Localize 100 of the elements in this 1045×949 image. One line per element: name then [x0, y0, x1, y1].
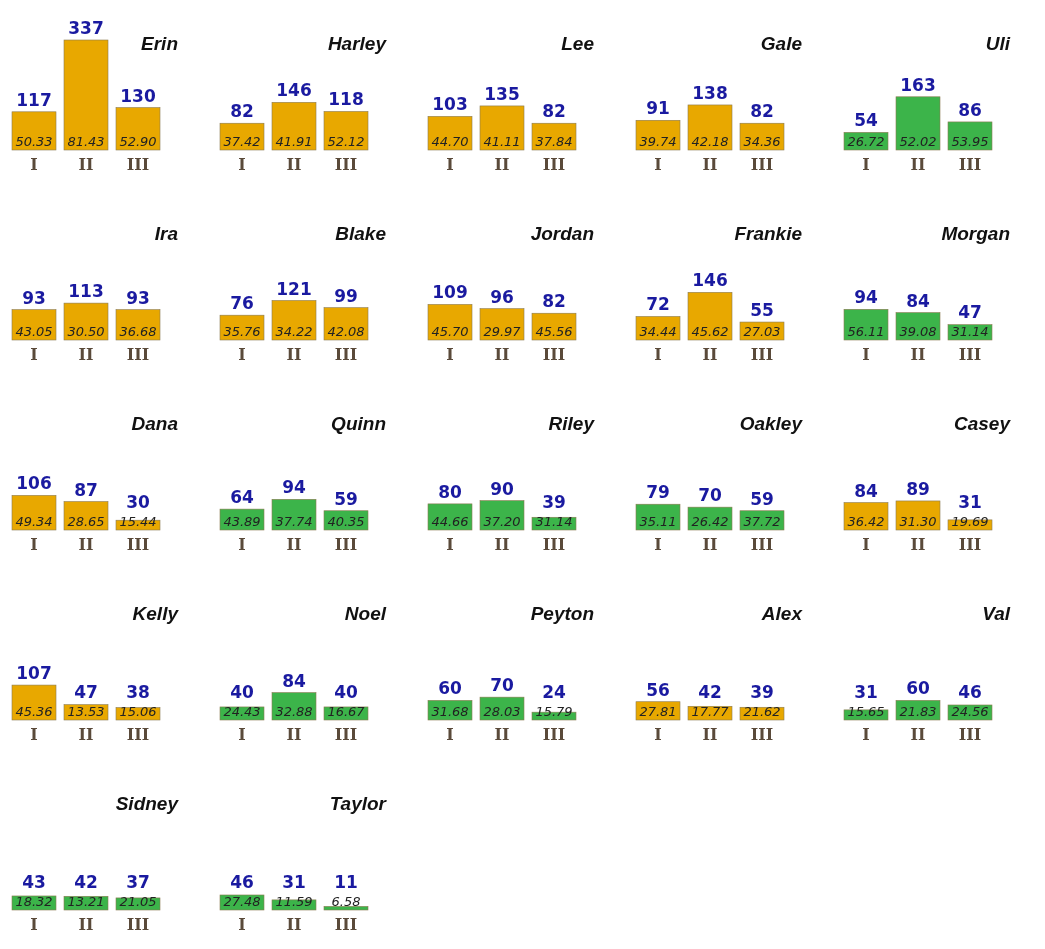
- x-tick-label: I: [446, 345, 454, 364]
- data-label: 106: [16, 473, 52, 494]
- data-label: 55: [750, 300, 774, 321]
- data-label: 96: [490, 286, 514, 307]
- data-label: 46: [958, 682, 982, 702]
- data-label: 46: [230, 872, 254, 892]
- x-tick-label: III: [958, 535, 982, 554]
- x-tick-label: I: [446, 155, 454, 174]
- data-label: 37: [126, 872, 150, 892]
- data-label: 99: [334, 285, 358, 306]
- x-tick-label: II: [910, 535, 926, 554]
- data-label: 42: [698, 682, 722, 702]
- annotation: 31.30: [899, 514, 937, 529]
- x-tick-label: III: [334, 345, 358, 364]
- annotation: 52.12: [327, 134, 365, 149]
- annotation: 21.83: [899, 704, 937, 719]
- x-tick-label: I: [30, 725, 38, 744]
- x-tick-label: II: [702, 345, 718, 364]
- chart-title: Harley: [327, 33, 388, 54]
- data-label: 91: [646, 98, 670, 119]
- x-tick-label: I: [862, 155, 870, 174]
- data-label: 39: [750, 682, 774, 702]
- data-label: 84: [906, 290, 930, 311]
- x-tick-label: II: [910, 155, 926, 174]
- data-label: 82: [542, 101, 566, 122]
- data-label: 60: [906, 678, 930, 699]
- chart-title: Taylor: [329, 793, 388, 814]
- data-label: 39: [542, 492, 566, 512]
- chart-title: Noel: [344, 603, 387, 624]
- x-tick-label: III: [126, 345, 150, 364]
- annotation: 21.05: [119, 894, 157, 909]
- x-tick-label: III: [334, 725, 358, 744]
- annotation: 31.68: [431, 704, 469, 719]
- data-label: 31: [282, 872, 306, 892]
- annotation: 31.14: [951, 324, 989, 339]
- annotation: 45.70: [431, 324, 469, 339]
- data-label: 43: [22, 872, 46, 892]
- x-tick-label: II: [78, 155, 94, 174]
- x-tick-label: III: [958, 155, 982, 174]
- annotation: 37.42: [223, 134, 261, 149]
- x-tick-label: I: [862, 345, 870, 364]
- annotation: 28.65: [67, 514, 105, 529]
- x-tick-label: III: [958, 345, 982, 364]
- annotation: 34.44: [639, 324, 677, 339]
- data-label: 64: [230, 487, 254, 508]
- data-label: 72: [646, 294, 670, 315]
- x-tick-label: II: [494, 345, 510, 364]
- data-label: 117: [16, 89, 52, 110]
- x-tick-label: I: [238, 345, 246, 364]
- chart-title: Quinn: [331, 413, 386, 434]
- x-tick-label: II: [702, 155, 718, 174]
- annotation: 13.21: [67, 894, 105, 909]
- annotation: 40.35: [327, 514, 365, 529]
- annotation: 24.56: [951, 704, 989, 719]
- chart-title: Blake: [335, 223, 387, 244]
- chart-title: Oakley: [739, 413, 804, 434]
- x-tick-label: I: [862, 725, 870, 744]
- annotation: 35.11: [639, 514, 677, 529]
- data-label: 146: [276, 80, 312, 101]
- x-tick-label: I: [862, 535, 870, 554]
- annotation: 37.72: [743, 514, 781, 529]
- x-tick-label: II: [910, 345, 926, 364]
- annotation: 53.95: [951, 134, 989, 149]
- data-label: 40: [230, 682, 254, 702]
- x-tick-label: III: [334, 155, 358, 174]
- annotation: 21.62: [743, 704, 781, 719]
- data-label: 40: [334, 682, 358, 702]
- annotation: 41.91: [275, 134, 313, 149]
- x-tick-label: III: [334, 915, 358, 934]
- data-label: 56: [646, 679, 670, 700]
- x-tick-label: II: [494, 535, 510, 554]
- data-label: 135: [484, 83, 520, 104]
- annotation: 29.97: [483, 324, 522, 339]
- x-tick-label: I: [238, 915, 246, 934]
- data-label: 42: [74, 872, 98, 892]
- x-tick-label: II: [702, 725, 718, 744]
- chart-title: Kelly: [132, 603, 180, 624]
- x-tick-label: III: [126, 915, 150, 934]
- data-label: 76: [230, 293, 254, 314]
- annotation: 18.32: [15, 894, 53, 909]
- data-label: 87: [74, 479, 98, 500]
- x-tick-label: III: [750, 155, 774, 174]
- data-label: 107: [16, 663, 52, 684]
- x-tick-label: III: [126, 725, 150, 744]
- data-label: 163: [900, 74, 936, 95]
- data-label: 138: [692, 82, 728, 103]
- x-tick-label: I: [654, 345, 662, 364]
- annotation: 27.03: [743, 324, 781, 339]
- annotation: 42.18: [691, 134, 729, 149]
- annotation: 30.50: [67, 324, 105, 339]
- x-tick-label: II: [494, 155, 510, 174]
- chart-title: Alex: [760, 603, 804, 624]
- x-tick-label: I: [654, 535, 662, 554]
- chart-title: Riley: [548, 413, 596, 434]
- data-label: 47: [74, 682, 98, 702]
- data-label: 24: [542, 682, 566, 702]
- x-tick-label: II: [78, 725, 94, 744]
- x-tick-label: III: [542, 725, 566, 744]
- chart-title: Casey: [954, 413, 1012, 434]
- annotation: 44.66: [431, 514, 469, 529]
